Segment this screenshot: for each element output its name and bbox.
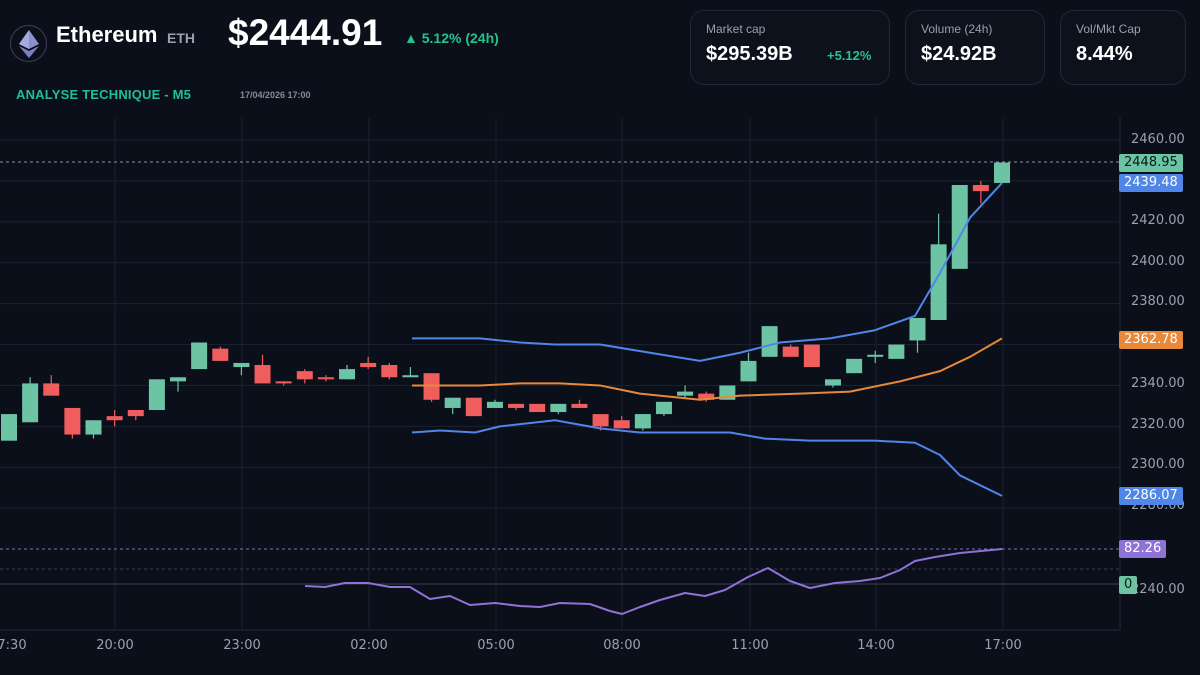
price-tick: 2400.00 (1131, 254, 1185, 269)
price-tick: 2380.00 (1131, 294, 1185, 309)
stat-label: Vol/Mkt Cap (1076, 22, 1141, 36)
coin-name: Ethereum (56, 22, 158, 47)
coin-logo (10, 25, 47, 62)
price-tick: 2300.00 (1131, 457, 1185, 472)
time-tick: 14:00 (857, 638, 895, 653)
price-tick: 2460.00 (1131, 132, 1185, 147)
time-tick: 05:00 (477, 638, 515, 653)
coin-symbol: ETH (167, 30, 195, 46)
bollinger-upper-tag: 2439.48 (1119, 174, 1183, 192)
current-price: $2444.91 (228, 12, 383, 53)
stat-card-vol-mkt-cap: Vol/Mkt Cap 8.44% (1060, 10, 1186, 85)
price-tick: 2320.00 (1131, 417, 1185, 432)
time-tick: 11:00 (731, 638, 769, 653)
stat-value: 8.44% (1076, 43, 1133, 65)
rsi-value-tag: 82.26 (1119, 540, 1167, 558)
timestamp: 17/04/2026 17:00 (240, 90, 311, 100)
bollinger-lower-tag: 2286.07 (1119, 487, 1183, 505)
stat-card-market-cap: Market cap $295.39B +5.12% (690, 10, 890, 85)
time-tick: 7:30 (0, 638, 27, 653)
price-change-24h: ▲ 5.12% (24h) (404, 30, 499, 46)
zero-tag: 0 (1119, 576, 1138, 594)
time-tick: 02:00 (350, 638, 388, 653)
stat-value: $24.92B (921, 43, 997, 65)
stat-card-volume: Volume (24h) $24.92B (905, 10, 1045, 85)
price-tick: 2340.00 (1131, 376, 1185, 391)
time-tick: 08:00 (603, 638, 641, 653)
time-tick: 23:00 (223, 638, 261, 653)
last-price-tag: 2448.95 (1119, 154, 1183, 172)
stat-value: $295.39B (706, 43, 793, 65)
price-tick: 2420.00 (1131, 213, 1185, 228)
stat-label: Volume (24h) (921, 22, 993, 36)
time-tick: 17:00 (984, 638, 1022, 653)
section-title: ANALYSE TECHNIQUE - M5 (16, 87, 192, 102)
stat-label: Market cap (706, 22, 766, 36)
time-tick: 20:00 (96, 638, 134, 653)
ethereum-diamond-icon (18, 29, 39, 58)
header: Ethereum ETH $2444.91 ▲ 5.12% (24h) ANAL… (0, 0, 1200, 110)
sma-tag: 2362.78 (1119, 331, 1183, 349)
price-tick: 2240.00 (1131, 582, 1185, 597)
stat-delta: +5.12% (827, 48, 872, 63)
